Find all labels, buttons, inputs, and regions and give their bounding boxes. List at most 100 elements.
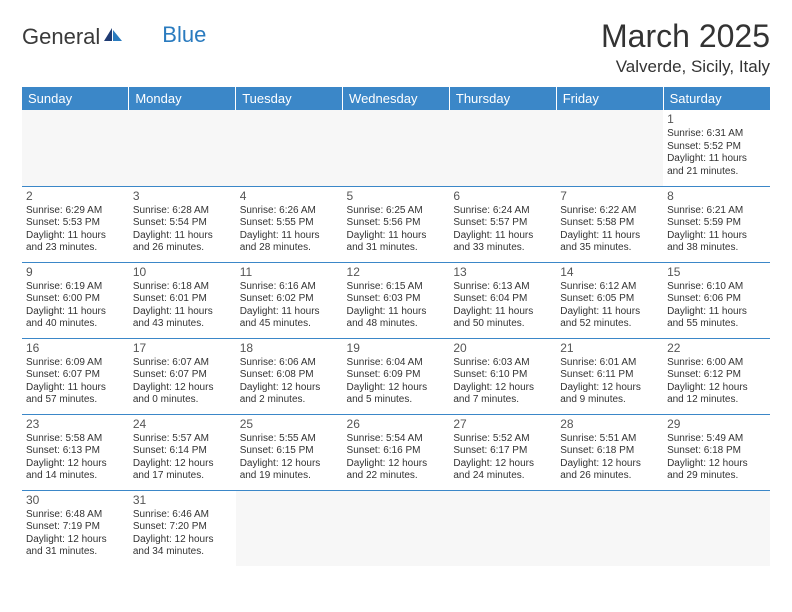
cell-line: Sunrise: 6:12 AM xyxy=(560,281,659,294)
calendar-row: 2Sunrise: 6:29 AMSunset: 5:53 PM Daylight… xyxy=(22,186,770,262)
day-number: 10 xyxy=(133,265,232,280)
cell-line: Sunset: 5:58 PM xyxy=(560,217,659,230)
day-number: 6 xyxy=(453,189,552,204)
cell-line: Daylight: 12 hours xyxy=(667,382,766,395)
calendar-cell xyxy=(129,110,236,186)
calendar-row: 1Sunrise: 6:31 AMSunset: 5:52 PMDaylight… xyxy=(22,110,770,186)
calendar-cell: 7Sunrise: 6:22 AMSunset: 5:58 PMDaylight… xyxy=(556,186,663,262)
cell-line: Sunrise: 6:03 AM xyxy=(453,357,552,370)
day-number: 16 xyxy=(26,341,125,356)
cell-line: Sunrise: 5:58 AM xyxy=(26,433,125,446)
cell-line: and 31 minutes. xyxy=(347,242,446,255)
day-number: 19 xyxy=(347,341,446,356)
sail-icon xyxy=(102,24,124,50)
cell-line: Daylight: 12 hours xyxy=(26,458,125,471)
brand-part1: General xyxy=(22,24,100,50)
cell-line: Sunrise: 6:21 AM xyxy=(667,205,766,218)
brand-part2: Blue xyxy=(162,22,206,48)
calendar-row: 23Sunrise: 5:58 AMSunset: 6:13 PMDayligh… xyxy=(22,414,770,490)
cell-line: and 28 minutes. xyxy=(240,242,339,255)
calendar-cell xyxy=(343,490,450,566)
cell-line: Daylight: 11 hours xyxy=(26,306,125,319)
calendar-cell: 20Sunrise: 6:03 AMSunset: 6:10 PMDayligh… xyxy=(449,338,556,414)
cell-line: and 26 minutes. xyxy=(133,242,232,255)
weekday-header: Sunday xyxy=(22,87,129,110)
brand-logo: General Blue xyxy=(22,24,206,50)
cell-line: Sunrise: 6:31 AM xyxy=(667,128,766,141)
calendar-cell: 9Sunrise: 6:19 AMSunset: 6:00 PMDaylight… xyxy=(22,262,129,338)
cell-line: Sunrise: 6:22 AM xyxy=(560,205,659,218)
cell-line: Sunrise: 6:07 AM xyxy=(133,357,232,370)
cell-line: Daylight: 11 hours xyxy=(240,306,339,319)
cell-line: Sunset: 5:55 PM xyxy=(240,217,339,230)
cell-line: Sunset: 6:07 PM xyxy=(26,369,125,382)
cell-line: and 17 minutes. xyxy=(133,470,232,483)
cell-line: and 19 minutes. xyxy=(240,470,339,483)
cell-line: and 5 minutes. xyxy=(347,394,446,407)
cell-line: Daylight: 12 hours xyxy=(667,458,766,471)
cell-line: Sunset: 6:18 PM xyxy=(560,445,659,458)
calendar-cell: 21Sunrise: 6:01 AMSunset: 6:11 PMDayligh… xyxy=(556,338,663,414)
cell-line: Daylight: 11 hours xyxy=(667,153,766,166)
calendar-cell: 30Sunrise: 6:48 AMSunset: 7:19 PMDayligh… xyxy=(22,490,129,566)
cell-line: and 2 minutes. xyxy=(240,394,339,407)
cell-line: Daylight: 12 hours xyxy=(453,382,552,395)
day-number: 15 xyxy=(667,265,766,280)
cell-line: Sunrise: 6:29 AM xyxy=(26,205,125,218)
cell-line: and 7 minutes. xyxy=(453,394,552,407)
location-label: Valverde, Sicily, Italy xyxy=(601,57,770,77)
day-number: 27 xyxy=(453,417,552,432)
day-number: 25 xyxy=(240,417,339,432)
cell-line: Daylight: 12 hours xyxy=(133,534,232,547)
weekday-header: Tuesday xyxy=(236,87,343,110)
weekday-row: SundayMondayTuesdayWednesdayThursdayFrid… xyxy=(22,87,770,110)
cell-line: and 55 minutes. xyxy=(667,318,766,331)
calendar-cell xyxy=(449,110,556,186)
day-number: 23 xyxy=(26,417,125,432)
day-number: 3 xyxy=(133,189,232,204)
calendar-cell: 14Sunrise: 6:12 AMSunset: 6:05 PMDayligh… xyxy=(556,262,663,338)
cell-line: Sunset: 6:02 PM xyxy=(240,293,339,306)
cell-line: Sunset: 6:00 PM xyxy=(26,293,125,306)
cell-line: Sunset: 5:59 PM xyxy=(667,217,766,230)
day-number: 5 xyxy=(347,189,446,204)
cell-line: Daylight: 11 hours xyxy=(560,306,659,319)
day-number: 21 xyxy=(560,341,659,356)
cell-line: Sunrise: 5:51 AM xyxy=(560,433,659,446)
cell-line: Sunrise: 6:19 AM xyxy=(26,281,125,294)
calendar-cell xyxy=(236,490,343,566)
cell-line: Daylight: 11 hours xyxy=(347,230,446,243)
cell-line: Sunrise: 5:52 AM xyxy=(453,433,552,446)
cell-line: Sunrise: 5:55 AM xyxy=(240,433,339,446)
cell-line: Sunrise: 5:54 AM xyxy=(347,433,446,446)
month-title: March 2025 xyxy=(601,18,770,55)
cell-line: Sunrise: 6:13 AM xyxy=(453,281,552,294)
cell-line: and 14 minutes. xyxy=(26,470,125,483)
cell-line: and 33 minutes. xyxy=(453,242,552,255)
day-number: 4 xyxy=(240,189,339,204)
cell-line: Sunrise: 6:26 AM xyxy=(240,205,339,218)
cell-line: Daylight: 12 hours xyxy=(347,458,446,471)
cell-line: Sunrise: 6:48 AM xyxy=(26,509,125,522)
calendar-cell: 18Sunrise: 6:06 AMSunset: 6:08 PMDayligh… xyxy=(236,338,343,414)
calendar-cell: 22Sunrise: 6:00 AMSunset: 6:12 PMDayligh… xyxy=(663,338,770,414)
cell-line: Daylight: 12 hours xyxy=(26,534,125,547)
calendar-cell: 11Sunrise: 6:16 AMSunset: 6:02 PMDayligh… xyxy=(236,262,343,338)
cell-line: Sunrise: 6:24 AM xyxy=(453,205,552,218)
cell-line: and 52 minutes. xyxy=(560,318,659,331)
cell-line: and 22 minutes. xyxy=(347,470,446,483)
cell-line: and 57 minutes. xyxy=(26,394,125,407)
day-number: 24 xyxy=(133,417,232,432)
cell-line: and 40 minutes. xyxy=(26,318,125,331)
calendar-cell: 24Sunrise: 5:57 AMSunset: 6:14 PMDayligh… xyxy=(129,414,236,490)
cell-line: Sunset: 5:53 PM xyxy=(26,217,125,230)
cell-line: Sunrise: 6:28 AM xyxy=(133,205,232,218)
cell-line: Sunset: 6:01 PM xyxy=(133,293,232,306)
cell-line: and 21 minutes. xyxy=(667,166,766,179)
calendar-cell: 8Sunrise: 6:21 AMSunset: 5:59 PMDaylight… xyxy=(663,186,770,262)
day-number: 9 xyxy=(26,265,125,280)
day-number: 30 xyxy=(26,493,125,508)
cell-line: Daylight: 11 hours xyxy=(667,230,766,243)
cell-line: Sunrise: 6:10 AM xyxy=(667,281,766,294)
day-number: 2 xyxy=(26,189,125,204)
